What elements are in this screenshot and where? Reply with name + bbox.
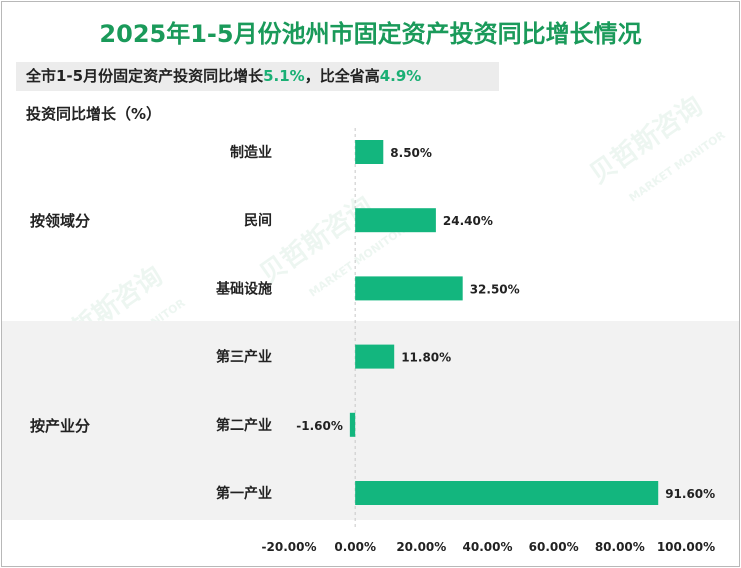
category-label: 第三产业 [216,349,272,366]
summary-banner: 全市1-5月份固定资产投资同比增长5.1%，比全省高4.9% [16,62,499,91]
bar-5 [349,412,356,437]
category-label: 第二产业 [216,417,272,434]
value-label: 11.80% [401,351,451,365]
summary-growth: 5.1% [263,67,305,85]
x-tick-label: -20.00% [262,540,317,554]
value-label: 8.50% [390,146,432,160]
x-tick-label: 60.00% [529,540,579,554]
value-label: 32.50% [470,282,520,296]
y-axis-label: 投资同比增长（%） [26,105,162,123]
value-label: -1.60% [296,419,343,433]
bar-2 [355,208,436,233]
bar-1 [355,140,384,164]
bar-6 [355,481,659,505]
chart-title: 2025年1-5月份池州市固定资产投资同比增长情况 [99,20,642,48]
category-label: 民间 [244,212,272,229]
summary-prefix: 全市1-5月份固定资产投资同比增长 [26,67,264,85]
bar-4 [355,344,395,369]
x-tick-label: 80.00% [595,540,645,554]
x-tick-label: 40.00% [463,540,513,554]
summary-middle: ，比全省高 [304,67,380,85]
value-label: 91.60% [665,487,715,501]
category-label: 制造业 [230,144,272,161]
bar-3 [355,276,463,301]
category-label: 第一产业 [216,485,272,502]
x-tick-label: 100.00% [657,540,715,554]
summary-diff: 4.9% [379,67,422,85]
group-label: 按产业分 [30,417,90,435]
value-label: 24.40% [443,214,493,228]
x-tick-label: 0.00% [334,540,376,554]
group-label: 按领域分 [30,212,90,230]
x-tick-label: 20.00% [396,540,446,554]
category-label: 基础设施 [216,280,272,297]
